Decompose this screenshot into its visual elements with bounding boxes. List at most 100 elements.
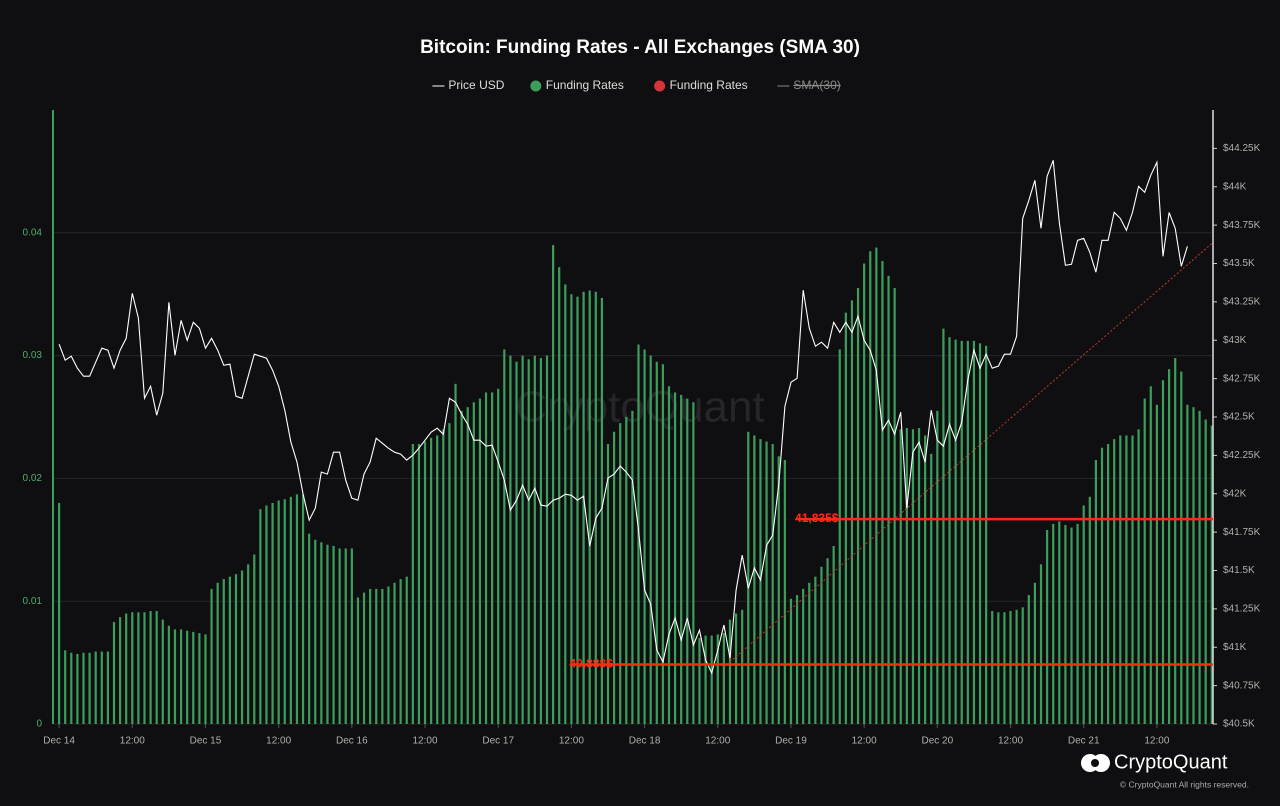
bar (1052, 523, 1055, 724)
chart-title: Bitcoin: Funding Rates - All Exchanges (… (420, 37, 860, 58)
bar (1125, 435, 1128, 724)
bar (765, 441, 768, 724)
bar (155, 611, 158, 724)
bar (393, 582, 396, 724)
legend-label: Price USD (448, 78, 504, 92)
bar (515, 361, 518, 724)
x-tick-label: Dec 14 (43, 736, 75, 747)
bar (521, 355, 524, 724)
x-tick-label: 12:00 (266, 736, 291, 747)
bar (582, 291, 585, 724)
bar (283, 499, 286, 724)
bar (1058, 521, 1061, 724)
bar (728, 619, 732, 724)
bar (204, 634, 207, 724)
bar (869, 251, 872, 724)
bar (460, 410, 463, 724)
bar (893, 288, 896, 724)
plot-area (53, 160, 1213, 725)
bar (1070, 527, 1073, 724)
bar (216, 582, 219, 724)
bar (186, 630, 189, 724)
bar (1131, 435, 1134, 724)
bar (381, 588, 384, 724)
bar (741, 609, 744, 724)
bar (1210, 425, 1213, 724)
x-tick-label: 12:00 (1144, 736, 1169, 747)
x-tick-label: Dec 21 (1068, 736, 1100, 747)
bar (259, 509, 262, 724)
bar (661, 364, 664, 724)
bar (1192, 407, 1195, 724)
bar (673, 392, 677, 724)
bar (686, 398, 689, 724)
x-tick-label: 12:00 (705, 736, 730, 747)
bar (643, 349, 646, 724)
bar (1180, 371, 1183, 724)
bar (997, 612, 1000, 724)
bar (271, 502, 274, 724)
x-tick-label: 12:00 (559, 736, 584, 747)
bar (94, 651, 97, 724)
bar (1161, 380, 1165, 724)
bar (76, 654, 79, 724)
legend-marker (530, 80, 542, 92)
x-tick-label: Dec 19 (775, 736, 807, 747)
y2-tick-label: $43K (1223, 335, 1247, 346)
bar (478, 398, 482, 724)
bar (722, 633, 725, 724)
bar (484, 392, 488, 724)
bar (552, 245, 555, 724)
bar (1106, 444, 1110, 724)
bar (106, 651, 109, 724)
bar (295, 494, 299, 724)
bar (808, 582, 811, 724)
legend-label: Funding Rates (670, 78, 748, 92)
bar (1015, 609, 1018, 724)
bar (1033, 582, 1037, 724)
bar (1167, 369, 1171, 724)
logo-text: CryptoQuant (1114, 751, 1228, 773)
y2-tick-label: $43.25K (1223, 297, 1261, 308)
bar (64, 650, 67, 724)
bar (173, 629, 177, 724)
y2-tick-label: $41.25K (1223, 604, 1261, 615)
bar (149, 611, 152, 724)
x-tick-label: Dec 18 (629, 736, 661, 747)
bar (1088, 496, 1091, 724)
bar (826, 558, 829, 724)
bar (936, 410, 939, 724)
y2-tick-label: $42.25K (1223, 450, 1261, 461)
bar (234, 574, 238, 724)
bar (497, 388, 500, 724)
bar (503, 349, 506, 724)
bar (417, 444, 421, 724)
y2-tick-label: $40.75K (1223, 680, 1261, 691)
bar (326, 544, 329, 724)
bar (966, 340, 969, 724)
bar (350, 548, 353, 724)
x-tick-label: Dec 16 (336, 736, 368, 747)
bar (308, 533, 311, 724)
bar (430, 437, 433, 724)
bar (70, 652, 73, 724)
bar (125, 613, 128, 724)
x-tick-label: 12:00 (120, 736, 145, 747)
bar (692, 402, 695, 724)
bar (527, 359, 530, 724)
bar (1003, 612, 1006, 724)
bar (905, 428, 908, 724)
bar (1082, 505, 1085, 724)
bar (1137, 429, 1140, 724)
bar (863, 263, 866, 724)
level-label: 41,835$ (795, 511, 839, 525)
bar (362, 592, 366, 724)
bar (887, 275, 890, 724)
bar (100, 651, 103, 724)
y-tick-label: 0.03 (23, 350, 43, 361)
bar (265, 505, 268, 724)
y-tick-label: 0.01 (23, 596, 43, 607)
bar (924, 435, 927, 724)
